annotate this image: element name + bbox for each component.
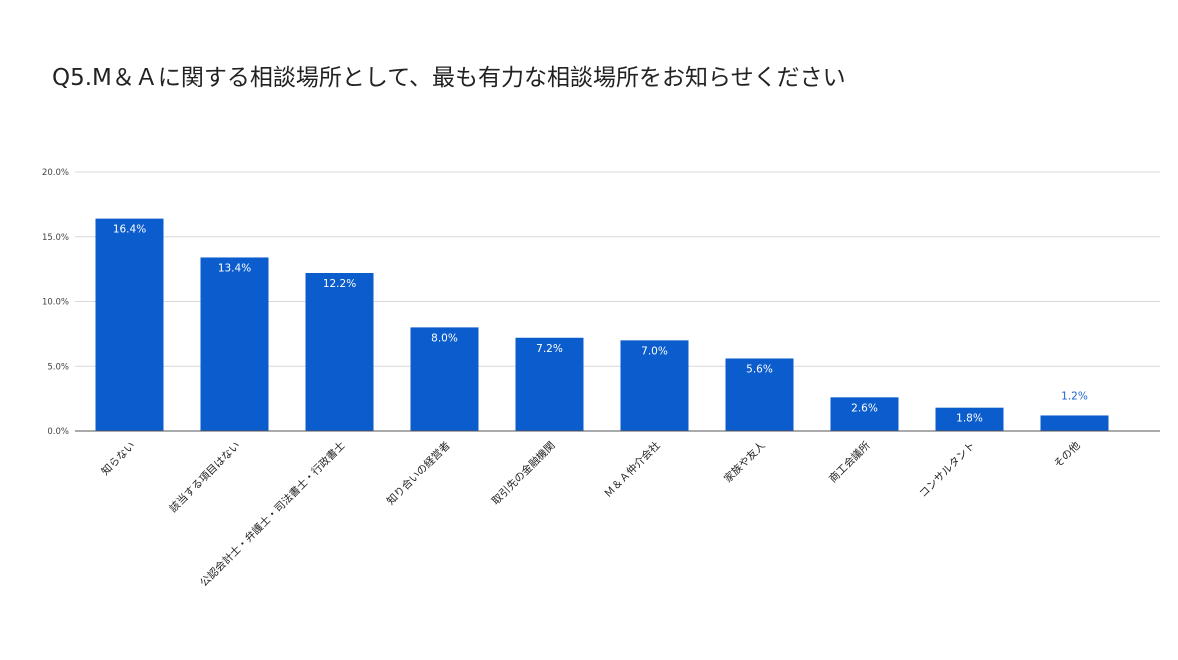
chart-title: Q5.M＆Ａに関する相談場所として、最も有力な相談場所をお知らせください: [52, 65, 846, 91]
bar: [515, 337, 584, 431]
x-tick-label: 知らない: [99, 439, 138, 478]
data-labels: 16.4% 13.4% 12.2% 8.0% 7.2% 7.0% 5.6% 2.6% 1.8% 1…: [113, 224, 1088, 425]
bars: [95, 218, 1109, 431]
x-tick-label: コンサルタント: [917, 440, 977, 500]
x-tick-label: 家族や友人: [721, 439, 768, 486]
bar: [410, 327, 479, 431]
data-label: 7.2%: [536, 343, 563, 355]
data-label: 2.6%: [851, 402, 878, 414]
x-tick-label: その他: [1051, 439, 1083, 471]
data-label: 7.0%: [641, 345, 668, 357]
x-tick-label: 知り合いの経営者: [384, 439, 453, 508]
bar: [725, 358, 794, 431]
bar: [830, 397, 899, 431]
y-axis-ticks: 0.0% 5.0% 10.0% 15.0% 20.0%: [42, 168, 69, 437]
data-label: 8.0%: [431, 332, 458, 344]
x-tick-label: 取引先の金融機関: [489, 439, 558, 508]
data-label: 1.8%: [956, 413, 983, 425]
data-label: 13.4%: [218, 262, 251, 274]
bar: [620, 340, 689, 431]
x-tick-label: 商工会議所: [826, 439, 873, 486]
bar: [95, 218, 164, 431]
y-tick-label: 15.0%: [42, 233, 69, 243]
y-tick-label: 20.0%: [42, 168, 69, 178]
data-label: 12.2%: [323, 278, 356, 290]
bar: [1040, 415, 1109, 431]
y-tick-label: 0.0%: [47, 427, 69, 437]
x-tick-label: 該当する項目はない: [167, 439, 243, 515]
bar: [935, 407, 1004, 431]
data-label: 5.6%: [746, 363, 773, 375]
bar: [200, 257, 269, 431]
bar: [305, 273, 374, 431]
x-tick-label: Ｍ＆Ａ仲介会社: [601, 439, 663, 501]
data-label: 1.2%: [1061, 390, 1088, 402]
y-tick-label: 5.0%: [47, 362, 69, 372]
data-label: 16.4%: [113, 224, 146, 236]
y-tick-label: 10.0%: [42, 298, 69, 308]
